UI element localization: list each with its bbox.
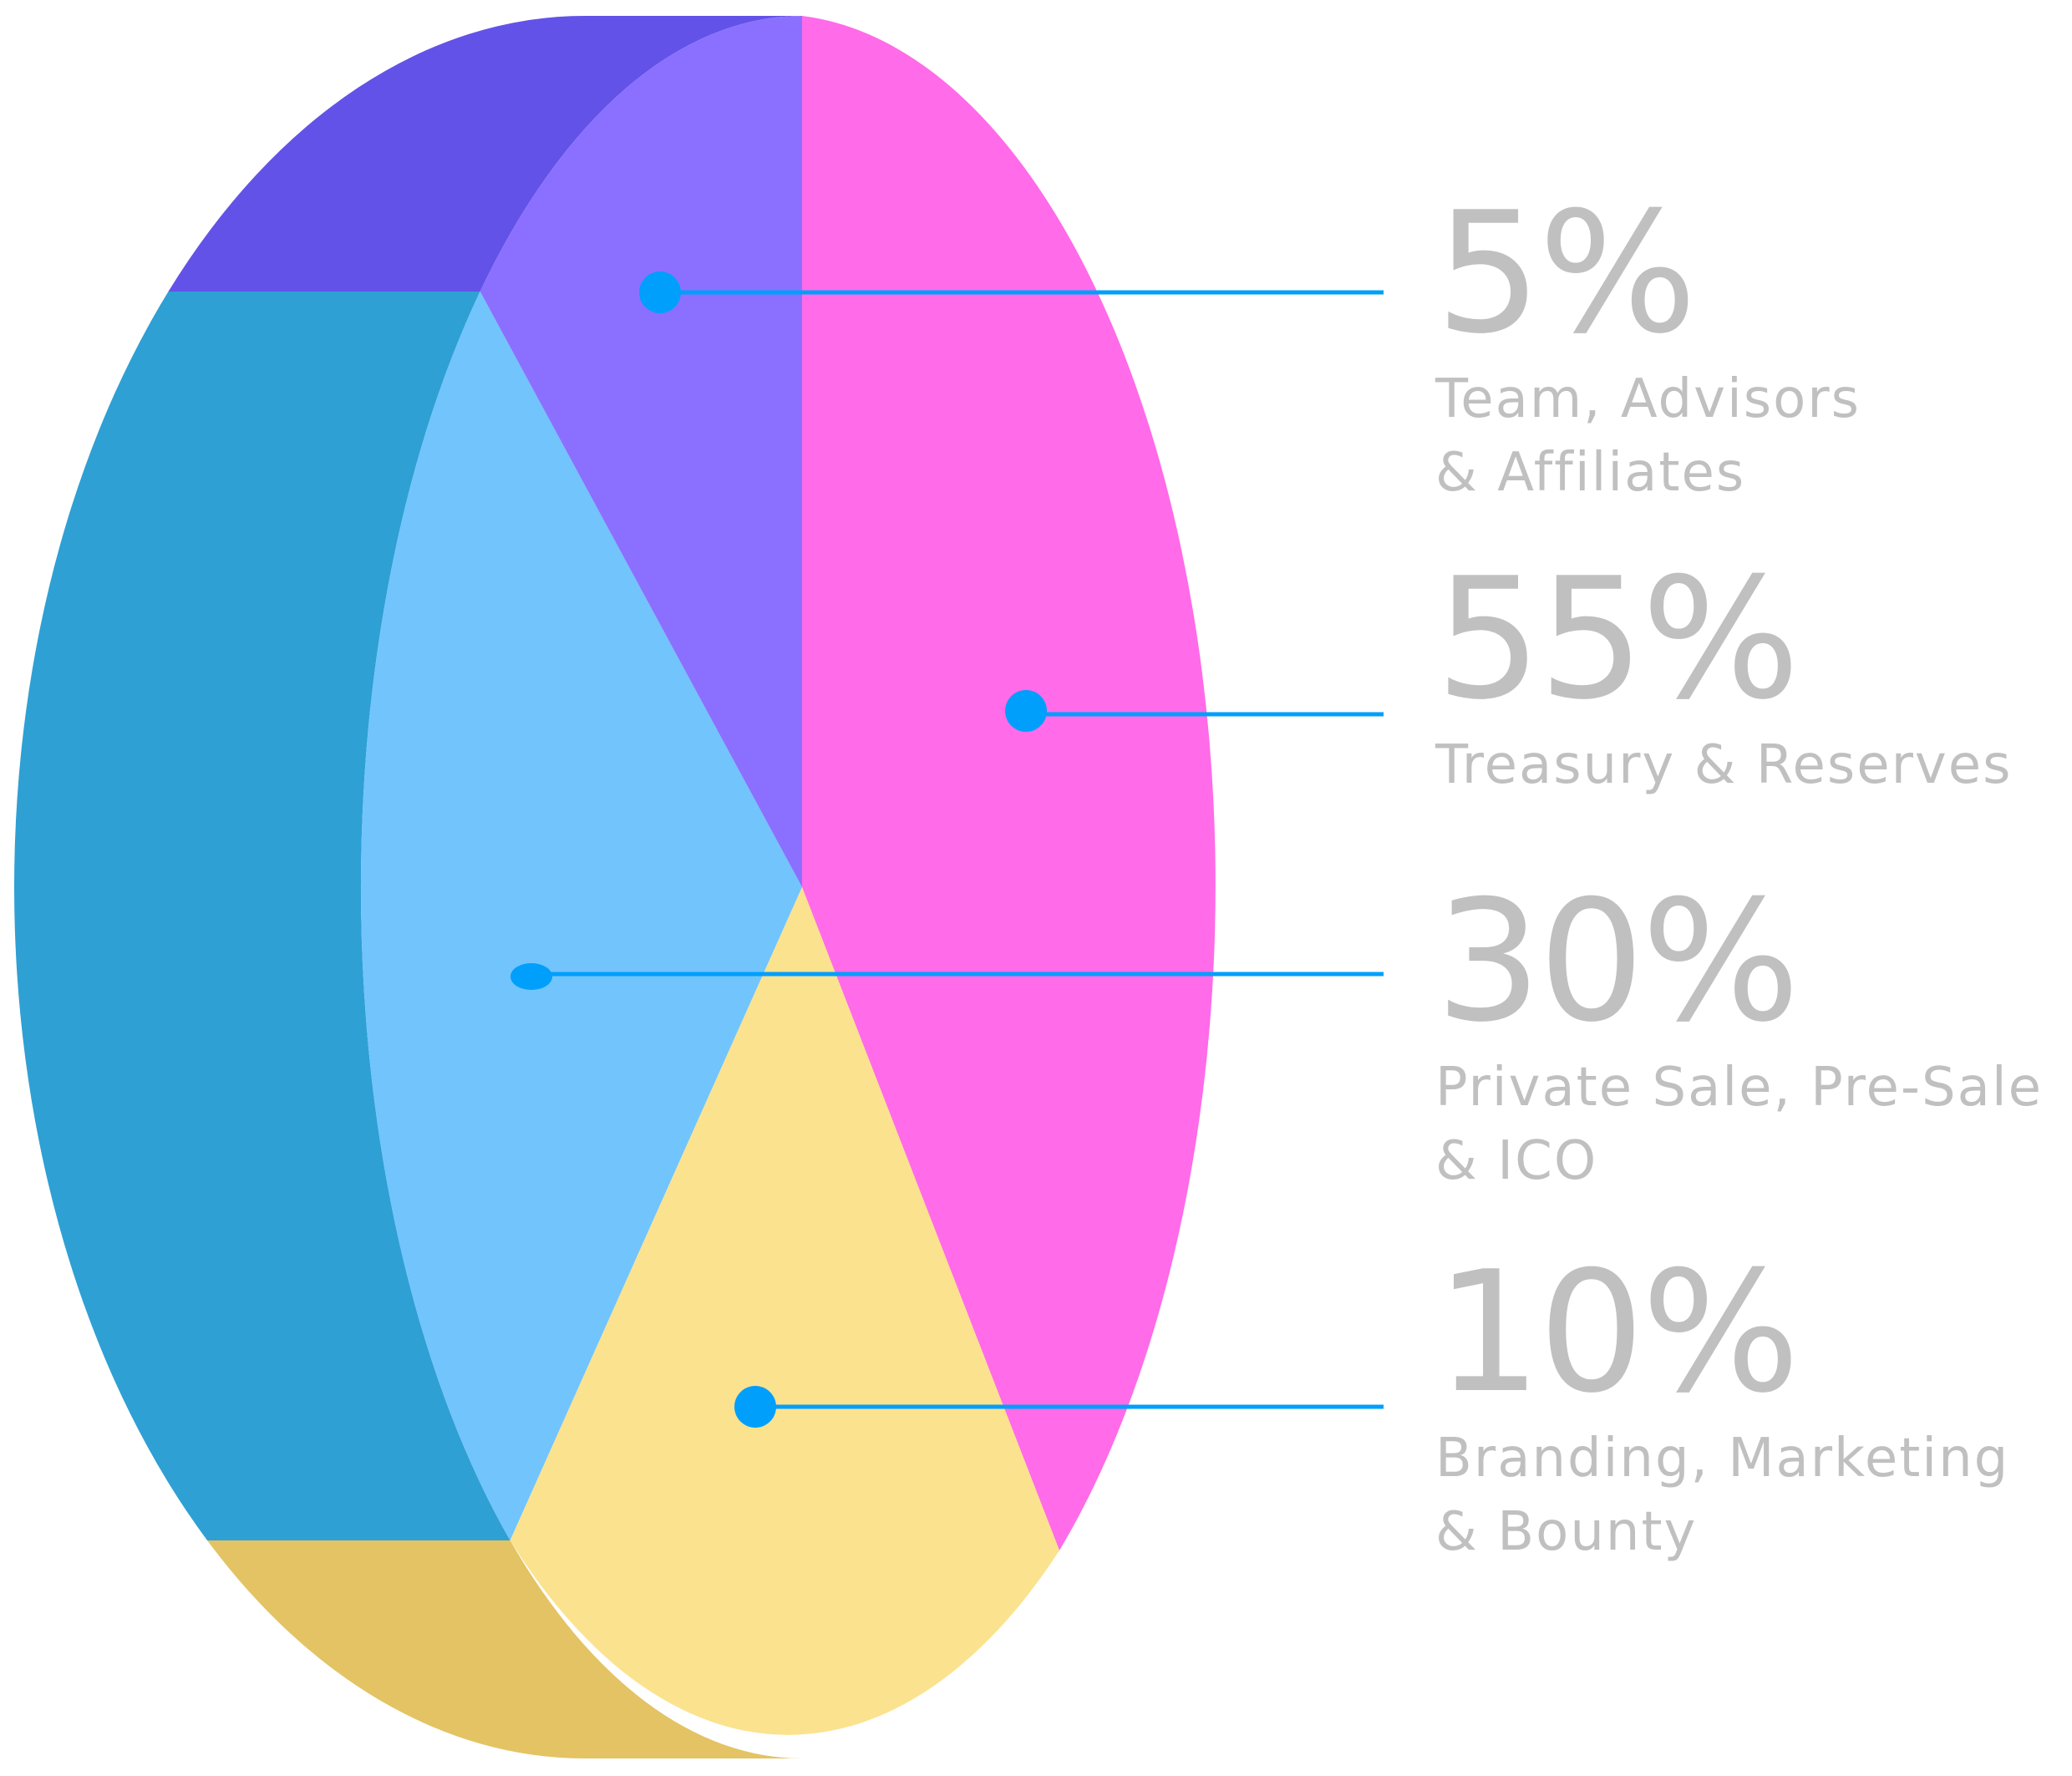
leader-dot-private-sale xyxy=(510,963,552,990)
legend-label-branding: Branding, Marketing & Bounty xyxy=(1435,1428,2010,1563)
legend-label-team: Team, Advisors & Affiliates xyxy=(1435,368,1861,504)
pie-slices xyxy=(14,15,1216,1758)
slice-team xyxy=(480,16,802,887)
legend-label-treasury: Treasury & Reserves xyxy=(1435,734,2013,796)
legend-percent-private-sale: 30% xyxy=(1435,865,1800,1059)
leader-dot-team xyxy=(639,271,681,313)
slice-private-sale xyxy=(360,292,803,1540)
legend-item-private-sale: 30% Private Sale, Pre-Sale & ICO xyxy=(1435,879,2043,1198)
slice-branding xyxy=(510,887,1059,1735)
slice-treasury xyxy=(802,16,1216,1550)
legend-item-treasury: 55% Treasury & Reserves xyxy=(1435,556,2012,802)
legend-percent-treasury: 55% xyxy=(1435,542,1800,737)
leader-dot-treasury xyxy=(1005,690,1047,732)
legend-percent-team: 5% xyxy=(1435,176,1697,371)
legend-item-team: 5% Team, Advisors & Affiliates xyxy=(1435,190,1861,510)
legend-percent-branding: 10% xyxy=(1435,1236,1800,1430)
side-band-branding xyxy=(207,1540,803,1758)
side-band-team xyxy=(168,15,802,292)
leader-dot-branding xyxy=(734,1386,776,1428)
legend-label-private-sale: Private Sale, Pre-Sale & ICO xyxy=(1435,1057,2043,1192)
side-band-private-sale xyxy=(14,292,510,1540)
leader-lines xyxy=(510,271,1384,1428)
legend-item-branding: 10% Branding, Marketing & Bounty xyxy=(1435,1250,2009,1569)
